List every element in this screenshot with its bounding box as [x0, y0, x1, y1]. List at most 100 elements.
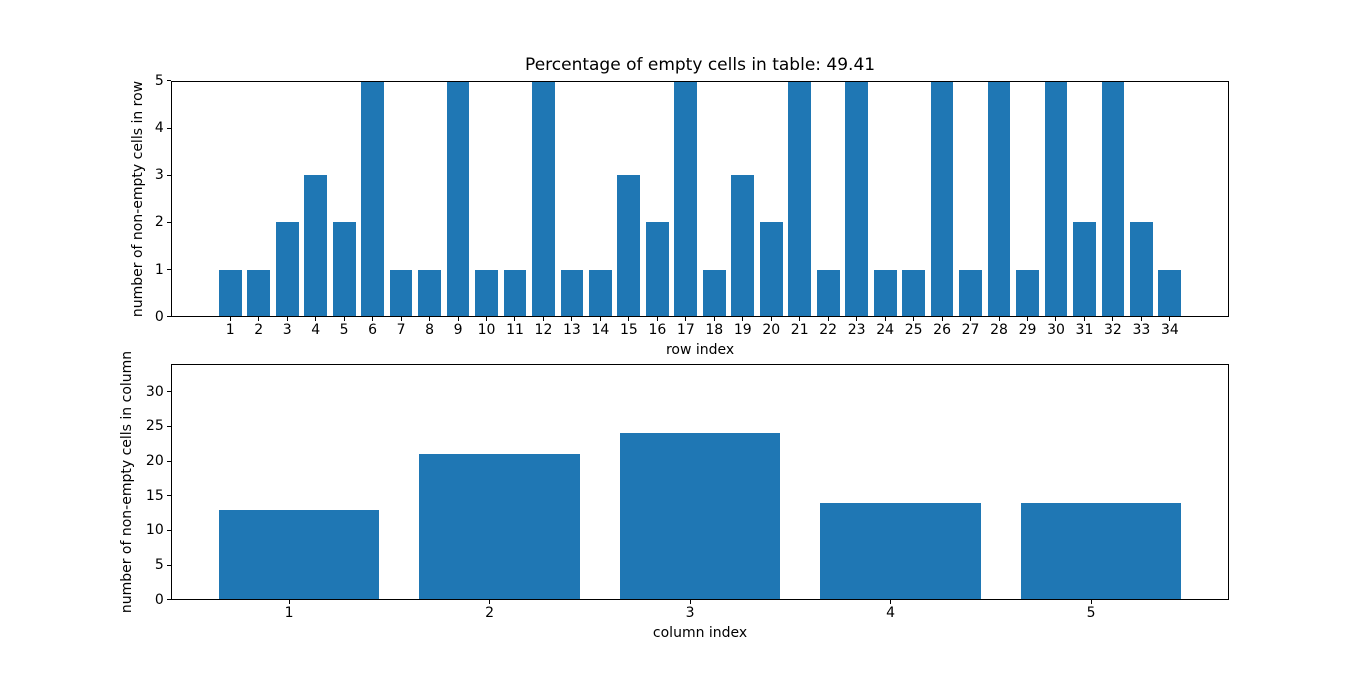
bar — [1073, 222, 1096, 317]
bar — [959, 269, 982, 317]
x-tick-label: 30 — [1047, 321, 1065, 338]
y-tick-label: 4 — [154, 120, 164, 137]
y-tick-mark — [166, 460, 171, 462]
y-tick-mark — [166, 269, 171, 271]
row-bar-chart: Percentage of empty cells in table: 49.4… — [130, 56, 1230, 357]
bar — [873, 269, 897, 317]
x-tick-label: 24 — [876, 321, 895, 338]
x-tick-mark — [884, 316, 886, 321]
bar — [1020, 502, 1182, 600]
y-tick-label: 25 — [145, 418, 164, 435]
x-tick-label: 23 — [847, 321, 866, 338]
bar — [418, 269, 441, 317]
x-tick-mark — [970, 316, 972, 321]
x-tick-label: 28 — [990, 321, 1008, 338]
y-tick-label: 3 — [154, 167, 164, 184]
bar — [1044, 80, 1068, 317]
y-tick-mark — [166, 80, 171, 82]
x-tick-label: 26 — [933, 321, 952, 338]
x-tick-label: 15 — [619, 321, 638, 338]
x-axis-label: row index — [665, 341, 735, 358]
x-tick-mark — [1090, 599, 1092, 604]
x-tick-mark — [229, 316, 231, 321]
x-tick-label: 4 — [311, 321, 321, 338]
bar — [759, 222, 783, 317]
y-tick-label: 0 — [154, 308, 164, 325]
x-tick-label: 32 — [1104, 321, 1122, 338]
bar — [589, 269, 612, 317]
bar — [475, 269, 498, 317]
x-tick-label: 17 — [676, 321, 695, 338]
bar — [332, 222, 356, 317]
y-tick-label: 20 — [145, 453, 164, 470]
chart-title: Percentage of empty cells in table: 49.4… — [525, 54, 876, 75]
x-tick-label: 31 — [1075, 321, 1094, 338]
bar — [446, 80, 470, 317]
y-tick-mark — [166, 127, 171, 129]
bar — [930, 80, 954, 317]
bar — [820, 502, 981, 600]
bar — [702, 269, 726, 317]
y-tick-mark — [166, 425, 171, 427]
x-tick-label: 12 — [534, 321, 553, 338]
x-tick-mark — [258, 316, 260, 321]
bar — [1130, 222, 1153, 317]
y-tick-mark — [166, 391, 171, 393]
x-tick-mark — [286, 316, 288, 321]
x-tick-mark — [315, 316, 317, 321]
bar — [816, 269, 840, 317]
x-tick-mark — [689, 599, 691, 604]
x-tick-mark — [429, 316, 431, 321]
y-tick-label: 0 — [154, 591, 164, 608]
x-tick-label: 6 — [368, 321, 378, 338]
x-tick-mark — [856, 316, 858, 321]
column-bar-chart: number of non-empty cells in column colu… — [119, 351, 1230, 640]
x-tick-mark — [685, 316, 687, 321]
x-tick-mark — [400, 316, 402, 321]
x-tick-label: 9 — [453, 321, 463, 338]
bar — [902, 269, 925, 317]
x-tick-mark — [770, 316, 772, 321]
axes-frame — [170, 80, 1230, 317]
x-tick-mark — [1055, 316, 1057, 321]
y-tick-label: 30 — [145, 383, 164, 400]
bar — [788, 80, 812, 317]
y-tick-mark — [166, 174, 171, 176]
y-tick-label: 5 — [154, 72, 164, 89]
x-tick-mark — [288, 599, 290, 604]
y-tick-mark — [166, 529, 171, 531]
x-tick-mark — [713, 316, 715, 321]
x-tick-mark — [372, 316, 374, 321]
x-tick-mark — [1112, 316, 1114, 321]
x-tick-label: 22 — [819, 321, 838, 338]
x-tick-label: 25 — [904, 321, 923, 338]
x-tick-label: 1 — [225, 321, 235, 338]
x-axis-label: column index — [652, 624, 748, 641]
x-tick-label: 2 — [485, 604, 494, 621]
y-tick-mark — [166, 316, 171, 318]
bar — [1158, 269, 1182, 317]
y-tick-label: 5 — [154, 557, 164, 574]
bar — [619, 433, 781, 600]
bar — [674, 80, 698, 317]
x-tick-label: 11 — [506, 321, 524, 338]
bar — [247, 269, 271, 317]
x-tick-label: 14 — [591, 321, 610, 338]
x-tick-mark — [1083, 316, 1085, 321]
x-tick-mark — [628, 316, 630, 321]
x-tick-mark — [827, 316, 829, 321]
x-tick-label: 18 — [705, 321, 724, 338]
bar — [218, 269, 242, 317]
x-tick-mark — [542, 316, 544, 321]
x-tick-label: 21 — [790, 321, 809, 338]
y-tick-label: 1 — [154, 261, 164, 278]
bar — [503, 269, 527, 317]
x-tick-mark — [998, 316, 1000, 321]
x-tick-label: 3 — [685, 604, 695, 621]
x-tick-label: 33 — [1132, 321, 1151, 338]
x-tick-mark — [457, 316, 459, 321]
y-axis-label: number of non-empty cells in row — [129, 80, 146, 317]
x-tick-mark — [890, 599, 892, 604]
x-tick-mark — [514, 316, 516, 321]
x-tick-label: 5 — [1086, 604, 1096, 621]
